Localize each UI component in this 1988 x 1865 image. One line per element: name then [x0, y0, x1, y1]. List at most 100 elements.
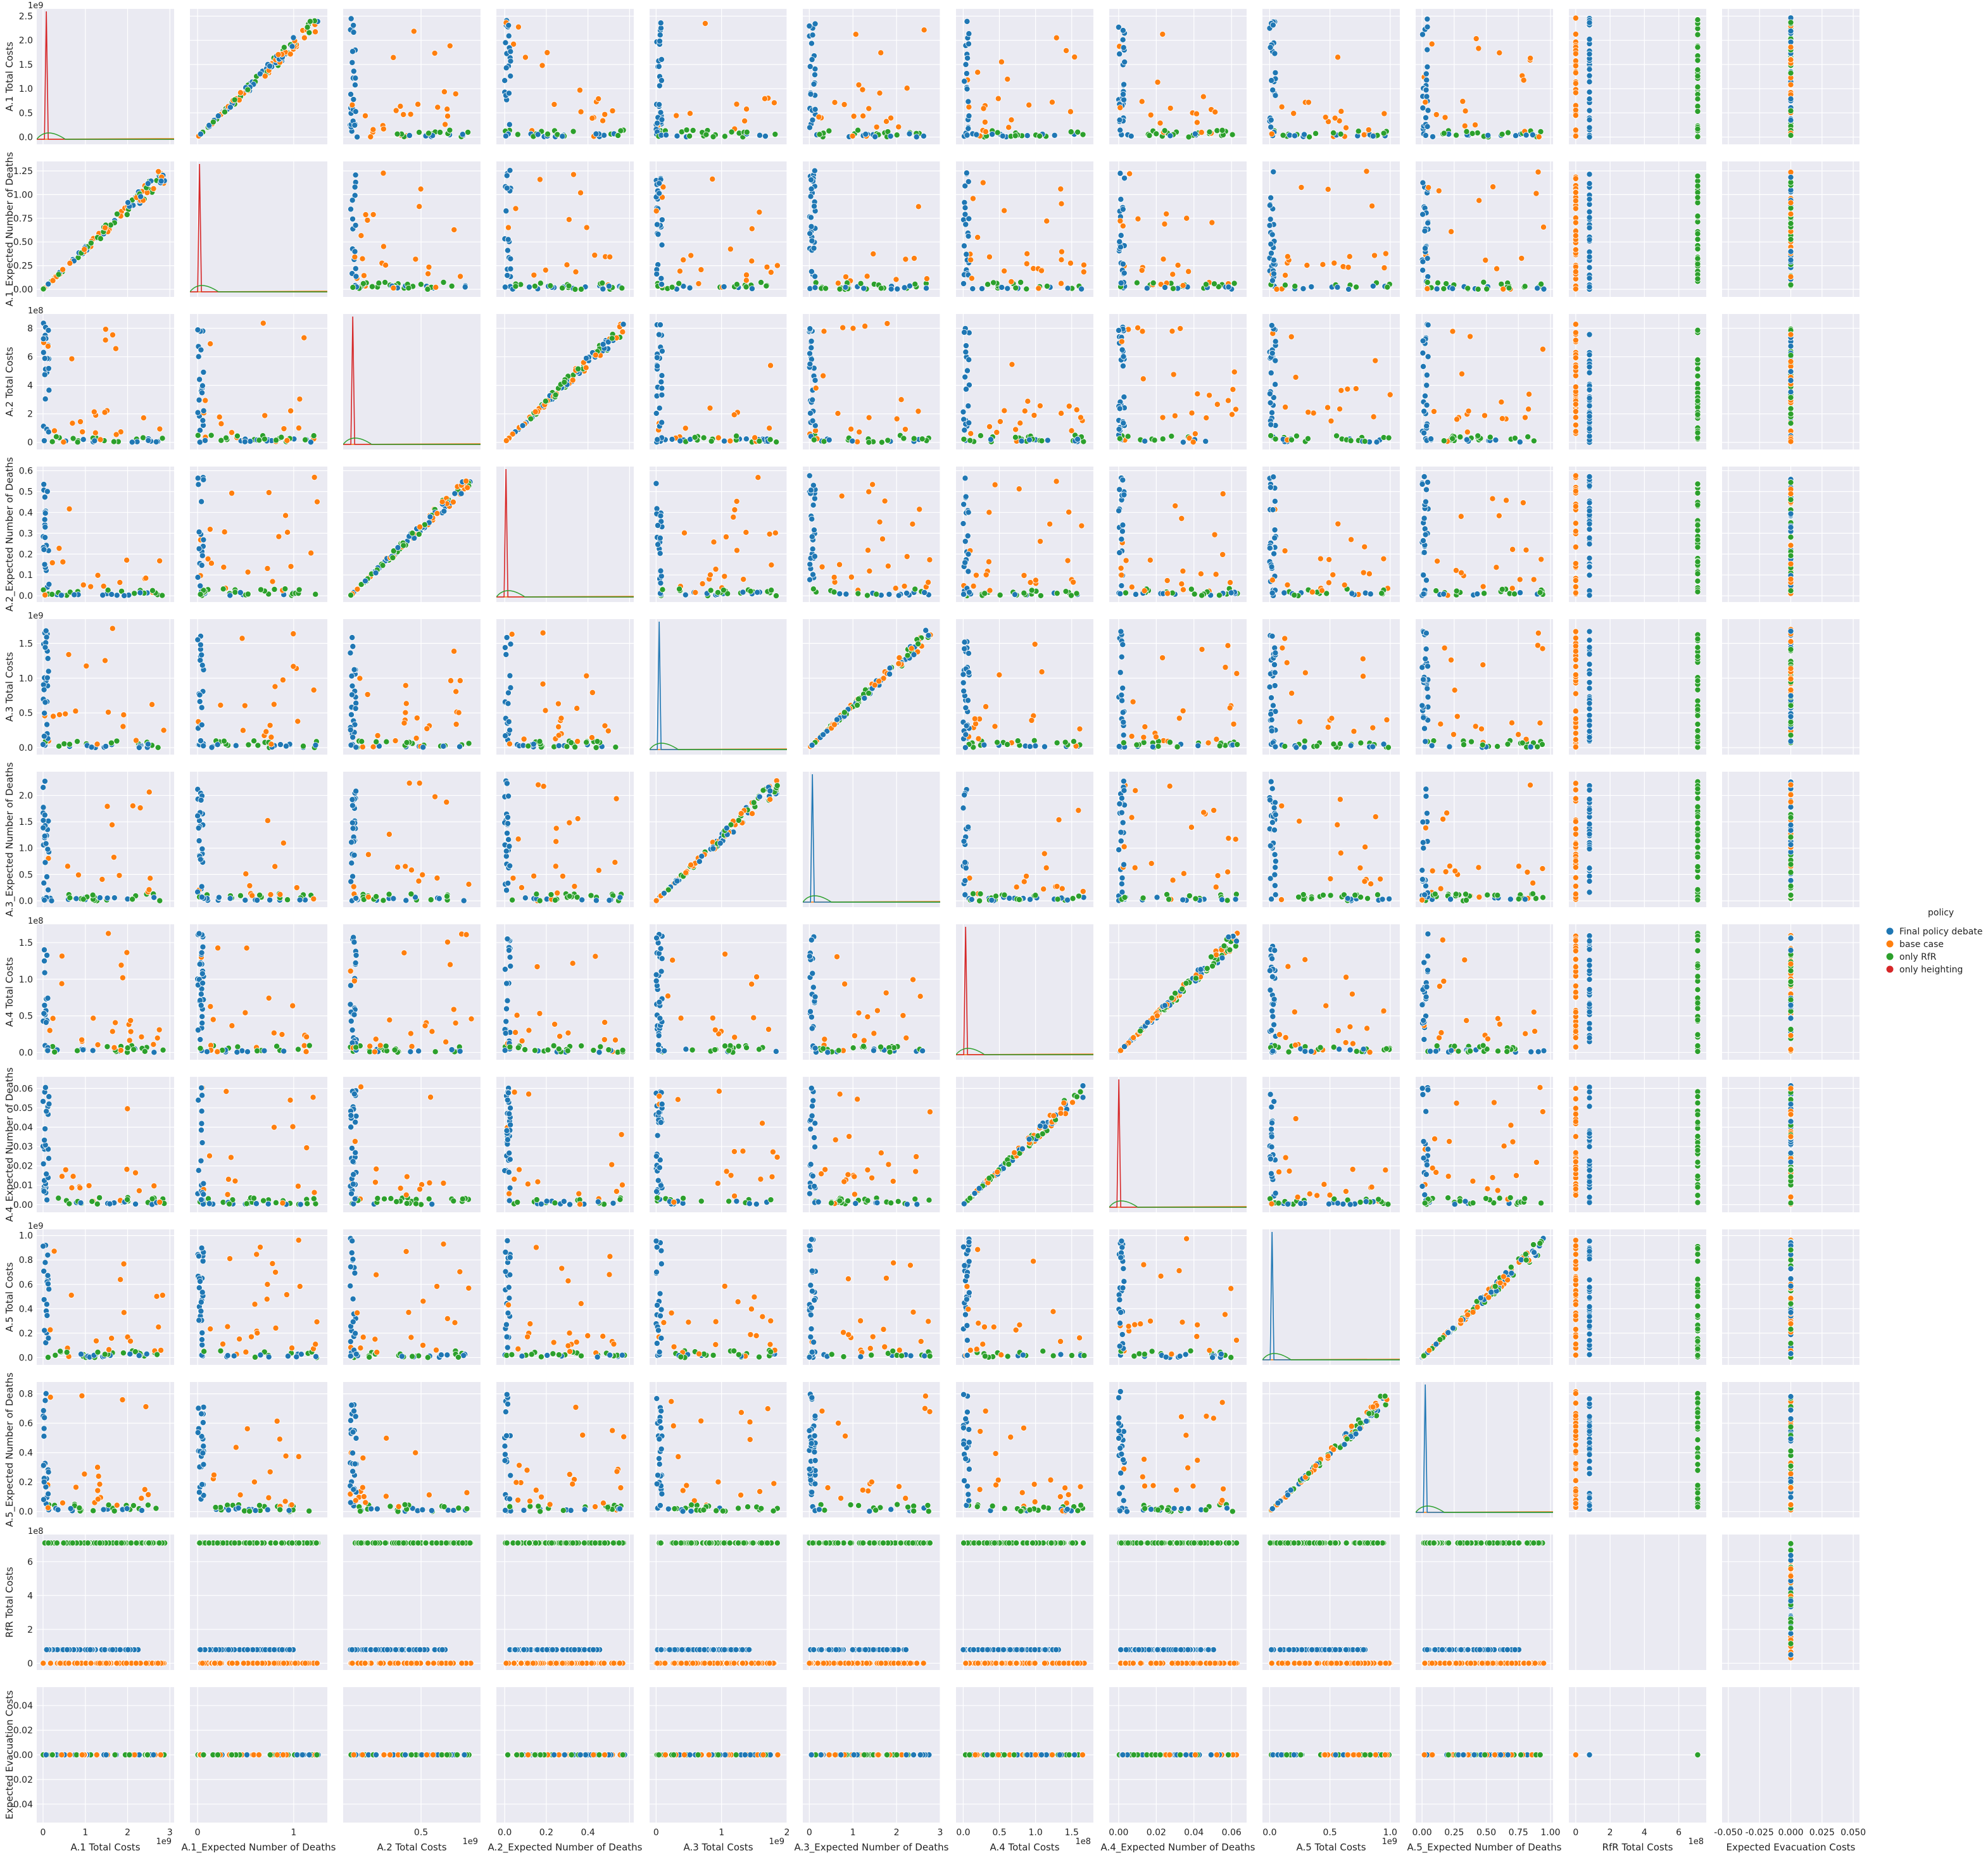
- scatter-point: [293, 884, 300, 891]
- scatter-point: [403, 700, 410, 707]
- panel-4-5: [803, 619, 941, 755]
- scatter-point: [1159, 436, 1166, 443]
- panel-background: [1109, 9, 1247, 144]
- scatter-point: [1586, 395, 1593, 402]
- scatter-point: [1169, 271, 1176, 278]
- scatter-point: [1079, 131, 1086, 138]
- scatter-point: [1324, 724, 1331, 731]
- scatter-point: [1787, 204, 1794, 211]
- scatter-point: [531, 283, 538, 290]
- scatter-point: [878, 285, 884, 292]
- scatter-point: [1787, 358, 1794, 365]
- scatter-point: [1499, 131, 1506, 138]
- panel-background: [803, 467, 940, 602]
- scatter-point: [41, 832, 48, 839]
- scatter-point: [1572, 663, 1579, 670]
- panel-2-8: [1262, 314, 1400, 449]
- scatter-point: [196, 529, 203, 536]
- scatter-point: [350, 68, 357, 75]
- scatter-point: [1526, 391, 1533, 398]
- scatter-point: [364, 691, 371, 698]
- scatter-point: [676, 280, 683, 287]
- scatter-point: [196, 698, 203, 705]
- scatter-point: [555, 724, 562, 731]
- scatter-point: [121, 592, 128, 599]
- scatter-point: [1450, 731, 1457, 738]
- scatter-point: [1066, 508, 1073, 515]
- scatter-point: [66, 505, 73, 512]
- scatter-point: [349, 682, 356, 689]
- scatter-point: [1120, 353, 1127, 360]
- scatter-point: [812, 20, 819, 27]
- scatter-point: [196, 439, 203, 446]
- scatter-point: [658, 217, 665, 223]
- scatter-point: [507, 265, 514, 272]
- scatter-point: [812, 284, 819, 291]
- scatter-point: [893, 276, 900, 283]
- scatter-point: [129, 896, 136, 903]
- scatter-point: [1572, 175, 1579, 182]
- scatter-point: [834, 280, 841, 287]
- scatter-point: [771, 99, 777, 106]
- scatter-point: [608, 335, 615, 342]
- scatter-point: [1266, 391, 1273, 398]
- scatter-point: [1481, 412, 1488, 419]
- scatter-point: [400, 111, 407, 118]
- scatter-point: [420, 744, 427, 751]
- scatter-point: [808, 185, 815, 192]
- scatter-point: [71, 591, 78, 598]
- scatter-point: [1170, 371, 1177, 378]
- scatter-point: [612, 744, 619, 751]
- points-3-6: [960, 475, 1085, 599]
- scatter-point: [809, 116, 816, 123]
- scatter-point: [68, 355, 75, 362]
- scatter-point: [966, 30, 972, 37]
- scatter-point: [113, 431, 120, 438]
- scatter-point: [196, 838, 203, 845]
- scatter-point: [1478, 725, 1485, 732]
- scatter-point: [80, 581, 87, 588]
- scatter-point: [1012, 434, 1019, 441]
- panel-background: [1109, 161, 1247, 297]
- scatter-point: [572, 286, 579, 292]
- scatter-point: [1171, 412, 1178, 419]
- scatter-point: [876, 518, 883, 525]
- scatter-point: [1572, 656, 1579, 663]
- scatter-point: [44, 655, 51, 662]
- scatter-point: [920, 132, 927, 139]
- scatter-point: [1037, 592, 1044, 599]
- scatter-point: [806, 23, 813, 30]
- scatter-point: [1269, 231, 1276, 238]
- panel-0-0: [37, 9, 174, 144]
- scatter-point: [1421, 429, 1428, 436]
- scatter-point: [1142, 724, 1148, 731]
- panel-0-10: [1569, 9, 1706, 144]
- scatter-point: [962, 493, 969, 500]
- scatter-point: [1586, 386, 1593, 393]
- scatter-point: [64, 863, 71, 870]
- scatter-point: [1119, 477, 1126, 484]
- scatter-point: [279, 677, 286, 684]
- scatter-point: [506, 167, 513, 174]
- scatter-point: [271, 586, 278, 593]
- scatter-point: [1227, 579, 1234, 586]
- scatter-point: [1425, 184, 1432, 191]
- scatter-point: [893, 415, 900, 422]
- scatter-point: [43, 634, 50, 641]
- scatter-point: [1281, 282, 1288, 289]
- scatter-point: [1054, 739, 1060, 746]
- scatter-point: [405, 284, 412, 291]
- scatter-point: [1572, 422, 1579, 429]
- scatter-point: [1352, 385, 1359, 392]
- scatter-point: [1267, 216, 1274, 223]
- scatter-point: [208, 560, 215, 567]
- scatter-point: [1429, 133, 1436, 140]
- scatter-point: [707, 572, 714, 579]
- scatter-point: [462, 284, 469, 291]
- scatter-point: [1180, 282, 1186, 289]
- points-2-10: [1572, 321, 1701, 446]
- scatter-point: [451, 226, 458, 233]
- scatter-point: [686, 110, 693, 117]
- panel-2-11: [1722, 314, 1859, 449]
- scatter-point: [501, 644, 508, 651]
